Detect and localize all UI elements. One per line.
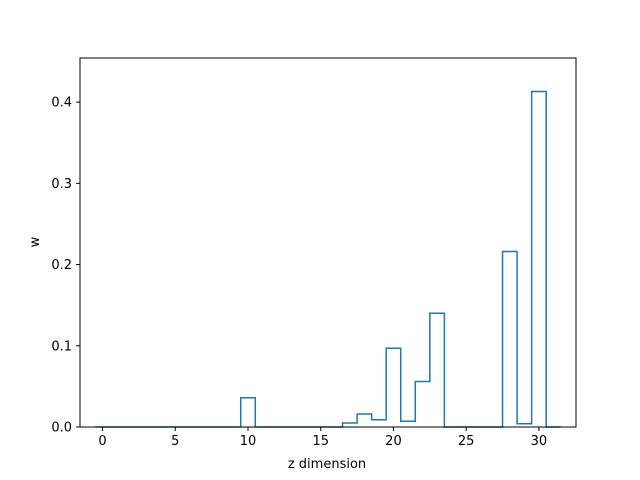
y-tick-label: 0.1 bbox=[51, 339, 72, 354]
y-axis-label: w bbox=[28, 236, 43, 247]
y-tick-label: 0.0 bbox=[51, 421, 72, 436]
x-tick-label: 30 bbox=[531, 434, 548, 449]
x-tick-label: 15 bbox=[312, 434, 329, 449]
axes-frame bbox=[79, 57, 577, 428]
y-tick-label: 0.2 bbox=[51, 258, 72, 273]
x-tick-label: 20 bbox=[385, 434, 402, 449]
y-tick-label: 0.4 bbox=[51, 96, 72, 111]
x-tick-label: 5 bbox=[171, 434, 179, 449]
axes: 0 5 10 15 20 25 30 0.0 0.1 0.2 0.3 0.4 bbox=[51, 57, 577, 449]
x-tick-label: 0 bbox=[98, 434, 106, 449]
x-tick-label: 25 bbox=[458, 434, 475, 449]
x-axis-label: z dimension bbox=[288, 457, 366, 472]
x-tick-label: 10 bbox=[240, 434, 257, 449]
y-tick-label: 0.3 bbox=[51, 177, 72, 192]
